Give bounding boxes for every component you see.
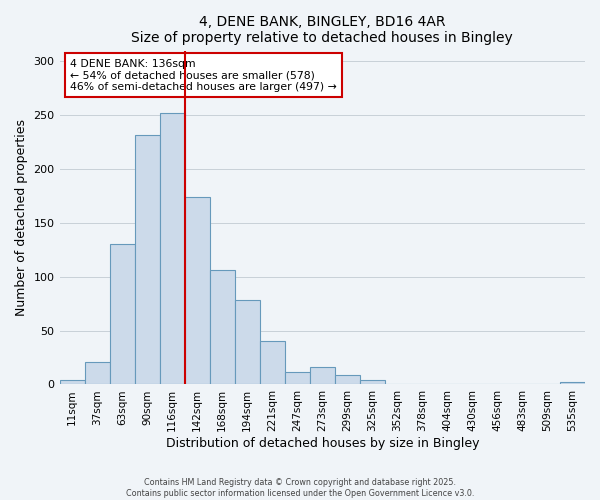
Title: 4, DENE BANK, BINGLEY, BD16 4AR
Size of property relative to detached houses in : 4, DENE BANK, BINGLEY, BD16 4AR Size of …: [131, 15, 513, 45]
Bar: [185, 197, 209, 384]
Bar: [85, 362, 110, 384]
Text: Contains HM Land Registry data © Crown copyright and database right 2025.
Contai: Contains HM Land Registry data © Crown c…: [126, 478, 474, 498]
Bar: [110, 244, 134, 384]
Bar: [134, 134, 160, 384]
Bar: [285, 372, 310, 384]
Bar: [360, 380, 385, 384]
Text: 4 DENE BANK: 136sqm
← 54% of detached houses are smaller (578)
46% of semi-detac: 4 DENE BANK: 136sqm ← 54% of detached ho…: [70, 59, 337, 92]
Bar: [235, 300, 260, 384]
X-axis label: Distribution of detached houses by size in Bingley: Distribution of detached houses by size …: [166, 437, 479, 450]
Bar: [209, 270, 235, 384]
Bar: [260, 342, 285, 384]
Bar: [560, 382, 585, 384]
Bar: [160, 113, 185, 384]
Bar: [335, 375, 360, 384]
Y-axis label: Number of detached properties: Number of detached properties: [15, 119, 28, 316]
Bar: [59, 380, 85, 384]
Bar: [310, 367, 335, 384]
